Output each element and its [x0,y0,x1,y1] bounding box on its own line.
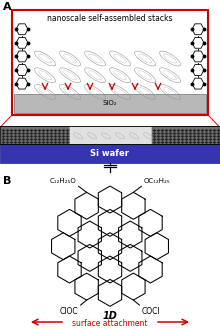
Bar [152,126,219,144]
Text: OC₁₂H₂₅: OC₁₂H₂₅ [143,178,170,184]
Text: A: A [3,2,12,12]
Text: surface attachment: surface attachment [72,319,148,328]
Text: 1D: 1D [103,311,117,321]
Bar [12,11,208,115]
Bar [0,144,220,163]
Text: Si wafer: Si wafer [90,149,130,158]
Text: B: B [3,176,11,186]
Text: ClOC: ClOC [60,307,79,316]
Text: SiO₂: SiO₂ [103,100,117,107]
Bar [69,126,151,144]
Bar [14,94,206,113]
Text: COCl: COCl [141,307,160,316]
Text: C₁₂H₂₅O: C₁₂H₂₅O [50,178,77,184]
Text: nanoscale self-assembled stacks: nanoscale self-assembled stacks [47,13,173,23]
Bar [1,126,69,144]
